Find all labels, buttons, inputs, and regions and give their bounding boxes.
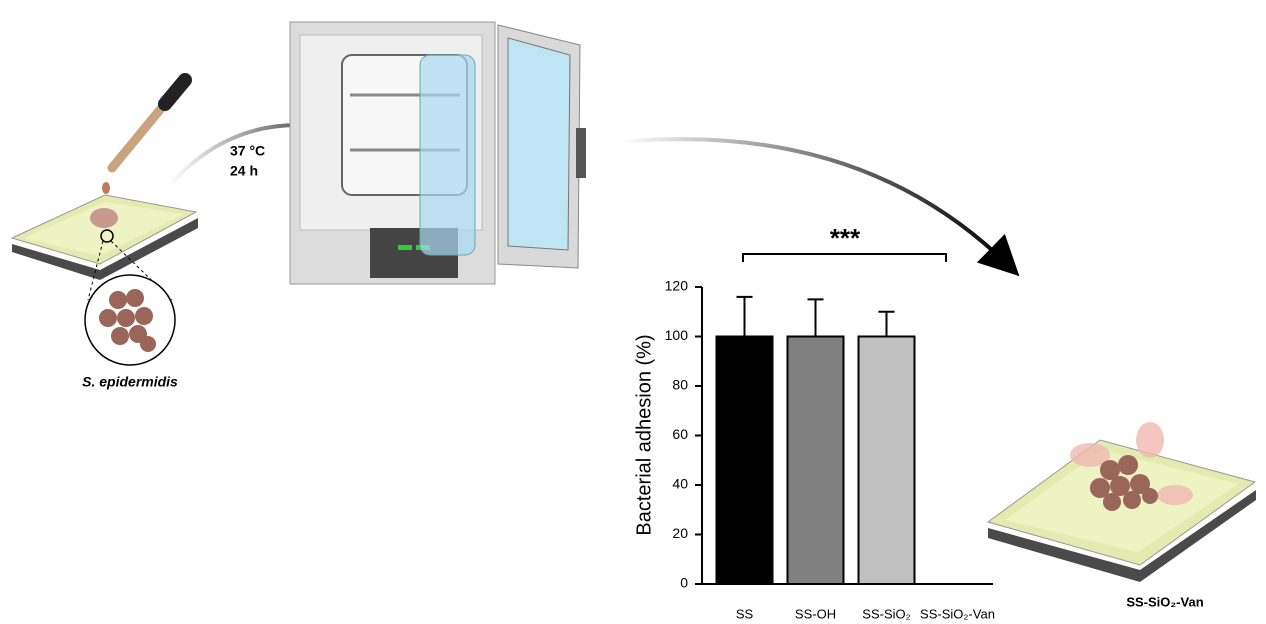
significance-label: *** (830, 223, 861, 253)
incubator (290, 22, 586, 284)
dropper (102, 80, 185, 194)
x-tick-label: SS-SiO₂-Van (920, 606, 995, 621)
result-label: SS-SiO₂-Van (1126, 594, 1203, 609)
arrow (620, 139, 1008, 265)
x-tick-label: SS-OH (795, 606, 836, 621)
y-tick-label: 20 (672, 525, 688, 541)
bacteria-label: S. epidermidis (82, 374, 178, 390)
time-label: 24 h (230, 163, 258, 179)
bar (788, 337, 844, 585)
y-tick-label: 40 (672, 476, 688, 492)
result-tray (988, 422, 1256, 582)
bacteria-zoom (85, 275, 175, 365)
significance-bracket (743, 254, 946, 262)
y-tick-label: 100 (665, 327, 689, 343)
bar-chart: Bacterial adhesion (%) *** 0 20 40 60 80 100 1… (633, 223, 995, 622)
temperature-label: 37 °C (230, 143, 265, 159)
y-tick-label: 0 (680, 575, 688, 591)
x-tick-label: SS-SiO₂ (862, 606, 910, 621)
bar (717, 337, 773, 585)
figure: S. epidermidis 37 °C 24 h Bacterial adhe… (0, 0, 1266, 624)
y-tick-label: 120 (665, 278, 689, 294)
y-tick-label: 80 (672, 377, 688, 393)
bar (859, 337, 915, 585)
y-axis-label: Bacterial adhesion (%) (633, 334, 655, 535)
x-tick-label: SS (736, 606, 754, 621)
y-tick-label: 60 (672, 426, 688, 442)
